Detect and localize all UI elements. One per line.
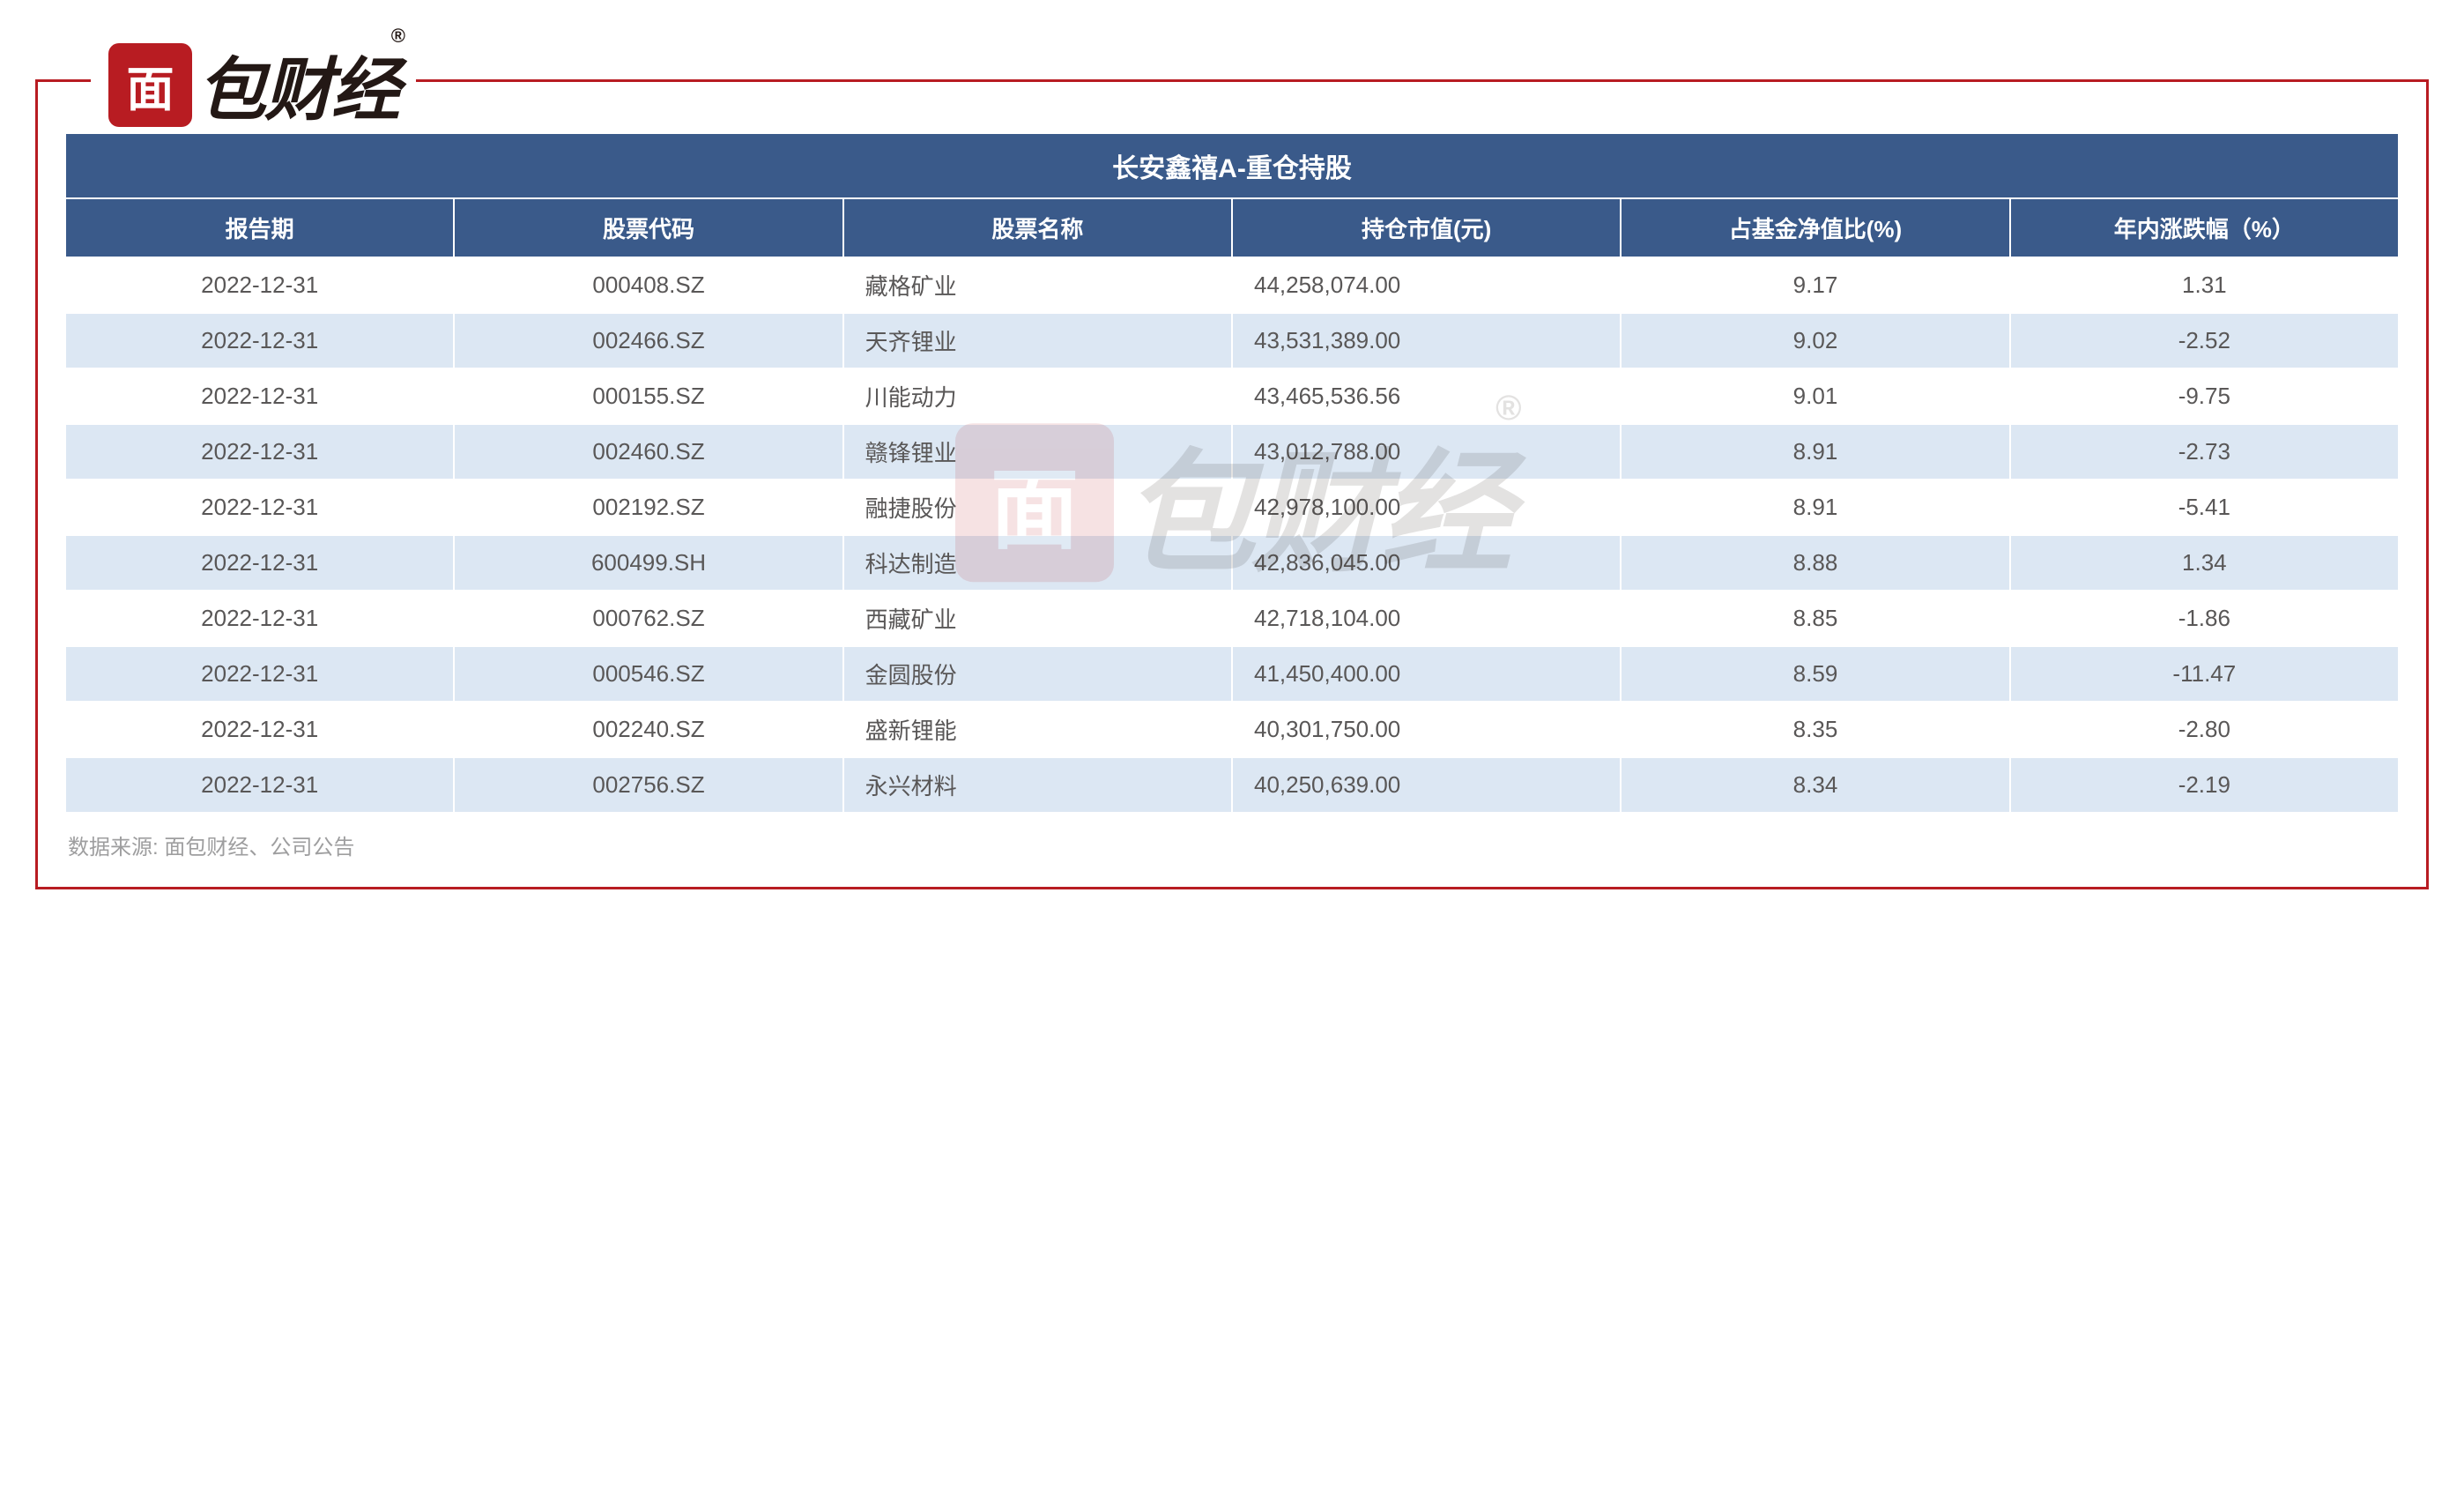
table-row: 2022-12-31000546.SZ金圆股份41,450,400.008.59…	[65, 646, 2399, 702]
table-cell: -2.73	[2010, 424, 2399, 480]
table-cell: 川能动力	[843, 368, 1232, 424]
table-row: 2022-12-31000762.SZ西藏矿业42,718,104.008.85…	[65, 591, 2399, 646]
table-cell: 金圆股份	[843, 646, 1232, 702]
table-cell: 2022-12-31	[65, 368, 454, 424]
table-cell: 002240.SZ	[454, 702, 842, 757]
table-row: 2022-12-31002460.SZ赣锋锂业43,012,788.008.91…	[65, 424, 2399, 480]
table-row: 2022-12-31002192.SZ融捷股份42,978,100.008.91…	[65, 480, 2399, 535]
table-cell: 8.91	[1621, 424, 2009, 480]
table-cell: -11.47	[2010, 646, 2399, 702]
table-cell: 9.01	[1621, 368, 2009, 424]
table-cell: 9.17	[1621, 257, 2009, 313]
table-cell: -2.52	[2010, 313, 2399, 368]
table-cell: 40,250,639.00	[1232, 757, 1621, 813]
table-cell: 2022-12-31	[65, 702, 454, 757]
table-cell: 43,012,788.00	[1232, 424, 1621, 480]
data-source: 数据来源: 面包财经、公司公告	[64, 830, 2400, 860]
table-cell: 000408.SZ	[454, 257, 842, 313]
logo-container: 面 包财经 ®	[91, 35, 416, 134]
table-cell: 科达制造	[843, 535, 1232, 591]
table-cell: 2022-12-31	[65, 757, 454, 813]
col-header-date: 报告期	[65, 198, 454, 257]
table-cell: 44,258,074.00	[1232, 257, 1621, 313]
table-cell: 41,450,400.00	[1232, 646, 1621, 702]
holdings-table: 长安鑫禧A-重仓持股 报告期 股票代码 股票名称 持仓市值(元) 占基金净值比(…	[64, 132, 2400, 814]
table-cell: 42,836,045.00	[1232, 535, 1621, 591]
frame-top-right	[390, 79, 2426, 82]
table-cell: 42,718,104.00	[1232, 591, 1621, 646]
table-cell: 8.91	[1621, 480, 2009, 535]
table-cell: 9.02	[1621, 313, 2009, 368]
table-cell: 2022-12-31	[65, 535, 454, 591]
table-cell: 8.59	[1621, 646, 2009, 702]
table-cell: 42,978,100.00	[1232, 480, 1621, 535]
logo-text: 包财经 ®	[197, 35, 398, 134]
table-title-row: 长安鑫禧A-重仓持股	[65, 133, 2399, 198]
table-cell: -9.75	[2010, 368, 2399, 424]
table-body: 2022-12-31000408.SZ藏格矿业44,258,074.009.17…	[65, 257, 2399, 813]
logo-brand-name: 包财经	[197, 35, 398, 134]
table-cell: 2022-12-31	[65, 480, 454, 535]
table-cell: 8.34	[1621, 757, 2009, 813]
table-cell: 1.34	[2010, 535, 2399, 591]
table-cell: 藏格矿业	[843, 257, 1232, 313]
col-header-pct: 占基金净值比(%)	[1621, 198, 2009, 257]
col-header-value: 持仓市值(元)	[1232, 198, 1621, 257]
table-row: 2022-12-31000155.SZ川能动力43,465,536.569.01…	[65, 368, 2399, 424]
table-cell: 赣锋锂业	[843, 424, 1232, 480]
table-cell: 40,301,750.00	[1232, 702, 1621, 757]
table-cell: 000546.SZ	[454, 646, 842, 702]
infographic-frame: 面 包财经 ® 面 包财经 ® 长安鑫禧A-重仓持股 报告期 股票代码 股票名称…	[35, 79, 2429, 889]
table-cell: -1.86	[2010, 591, 2399, 646]
table-cell: 8.85	[1621, 591, 2009, 646]
table-header-row: 报告期 股票代码 股票名称 持仓市值(元) 占基金净值比(%) 年内涨跌幅（%）	[65, 198, 2399, 257]
table-cell: 1.31	[2010, 257, 2399, 313]
table-cell: -2.80	[2010, 702, 2399, 757]
table-cell: 43,531,389.00	[1232, 313, 1621, 368]
table-cell: 43,465,536.56	[1232, 368, 1621, 424]
table-cell: -5.41	[2010, 480, 2399, 535]
table-row: 2022-12-31002756.SZ永兴材料40,250,639.008.34…	[65, 757, 2399, 813]
table-cell: 2022-12-31	[65, 313, 454, 368]
table-cell: 2022-12-31	[65, 591, 454, 646]
table-cell: 002192.SZ	[454, 480, 842, 535]
table-cell: 600499.SH	[454, 535, 842, 591]
table-cell: 2022-12-31	[65, 257, 454, 313]
brand-logo: 面 包财经 ®	[108, 35, 398, 134]
table-cell: 002756.SZ	[454, 757, 842, 813]
registered-icon: ®	[391, 25, 405, 48]
table-cell: 盛新锂能	[843, 702, 1232, 757]
table-cell: 2022-12-31	[65, 424, 454, 480]
table-row: 2022-12-31002466.SZ天齐锂业43,531,389.009.02…	[65, 313, 2399, 368]
table-cell: 永兴材料	[843, 757, 1232, 813]
table-cell: -2.19	[2010, 757, 2399, 813]
logo-badge-icon: 面	[108, 43, 192, 127]
table-cell: 000155.SZ	[454, 368, 842, 424]
table-cell: 2022-12-31	[65, 646, 454, 702]
frame-top-left	[38, 79, 91, 82]
table-cell: 8.88	[1621, 535, 2009, 591]
table-row: 2022-12-31000408.SZ藏格矿业44,258,074.009.17…	[65, 257, 2399, 313]
table-row: 2022-12-31600499.SH科达制造42,836,045.008.88…	[65, 535, 2399, 591]
table-cell: 000762.SZ	[454, 591, 842, 646]
table-row: 2022-12-31002240.SZ盛新锂能40,301,750.008.35…	[65, 702, 2399, 757]
table-cell: 融捷股份	[843, 480, 1232, 535]
table-cell: 8.35	[1621, 702, 2009, 757]
table-cell: 天齐锂业	[843, 313, 1232, 368]
col-header-code: 股票代码	[454, 198, 842, 257]
col-header-chg: 年内涨跌幅（%）	[2010, 198, 2399, 257]
table-title: 长安鑫禧A-重仓持股	[65, 133, 2399, 198]
col-header-name: 股票名称	[843, 198, 1232, 257]
table-cell: 西藏矿业	[843, 591, 1232, 646]
table-cell: 002466.SZ	[454, 313, 842, 368]
table-cell: 002460.SZ	[454, 424, 842, 480]
